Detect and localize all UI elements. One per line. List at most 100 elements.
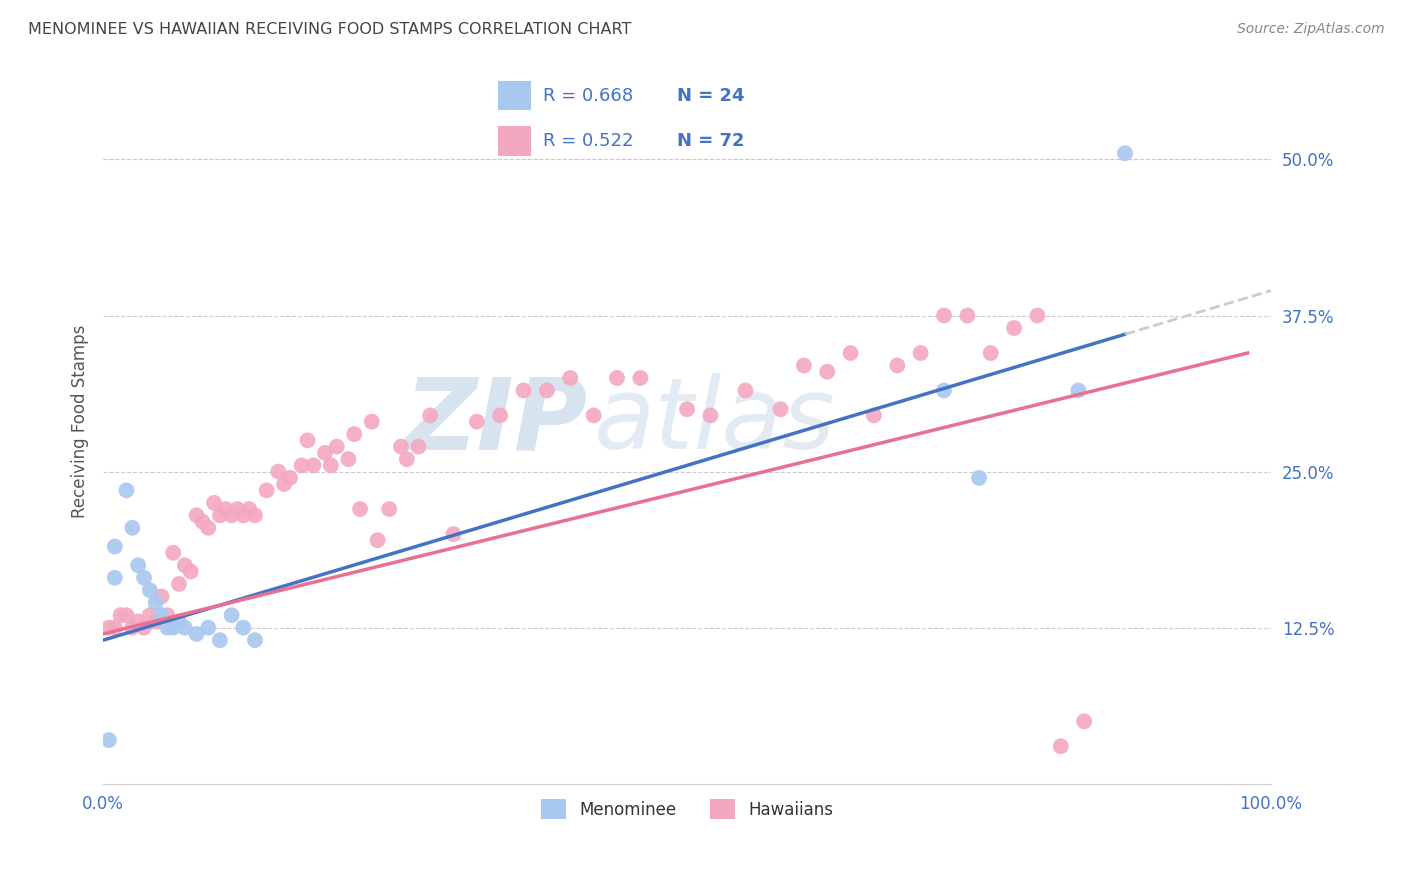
Point: [226, 502, 249, 516]
Point: [419, 409, 441, 423]
Point: [243, 633, 266, 648]
Point: [197, 521, 219, 535]
Point: [215, 502, 238, 516]
Point: [127, 558, 149, 573]
Point: [343, 427, 366, 442]
Point: [465, 415, 488, 429]
Point: [793, 359, 815, 373]
Point: [132, 571, 155, 585]
Point: [202, 496, 225, 510]
Point: [98, 733, 121, 747]
Point: [104, 540, 127, 554]
Point: [232, 508, 254, 523]
Point: [156, 621, 179, 635]
Point: [699, 409, 721, 423]
Point: [536, 384, 558, 398]
Point: [1067, 384, 1090, 398]
Point: [173, 621, 195, 635]
Point: [162, 621, 184, 635]
Legend: Menominee, Hawaiians: Menominee, Hawaiians: [534, 792, 839, 826]
Point: [769, 402, 792, 417]
Point: [560, 371, 582, 385]
Point: [1026, 309, 1049, 323]
Point: [489, 409, 512, 423]
Point: [395, 452, 418, 467]
Point: [980, 346, 1002, 360]
Point: [389, 440, 412, 454]
Point: [932, 309, 955, 323]
Point: [606, 371, 628, 385]
Point: [104, 571, 127, 585]
Text: atlas: atlas: [593, 373, 835, 470]
Point: [1073, 714, 1095, 729]
Point: [197, 621, 219, 635]
Point: [267, 465, 290, 479]
Point: [278, 471, 301, 485]
Point: [734, 384, 756, 398]
Point: [273, 477, 295, 491]
Point: [582, 409, 605, 423]
Point: [1114, 146, 1136, 161]
Point: [886, 359, 908, 373]
Point: [256, 483, 278, 498]
Point: [115, 608, 138, 623]
Point: [162, 546, 184, 560]
Point: [314, 446, 336, 460]
Point: [208, 633, 231, 648]
Point: [839, 346, 862, 360]
Point: [139, 583, 162, 598]
Point: [221, 608, 243, 623]
Point: [150, 590, 173, 604]
Point: [167, 615, 190, 629]
Point: [186, 508, 208, 523]
Point: [676, 402, 699, 417]
Point: [1002, 321, 1025, 335]
Point: [173, 558, 195, 573]
Point: [956, 309, 979, 323]
Point: [115, 483, 138, 498]
Text: MENOMINEE VS HAWAIIAN RECEIVING FOOD STAMPS CORRELATION CHART: MENOMINEE VS HAWAIIAN RECEIVING FOOD STA…: [28, 22, 631, 37]
Point: [104, 621, 127, 635]
Point: [863, 409, 886, 423]
Point: [221, 508, 243, 523]
Point: [302, 458, 325, 473]
Point: [1049, 739, 1071, 754]
Point: [232, 621, 254, 635]
Point: [319, 458, 342, 473]
Point: [360, 415, 382, 429]
Point: [150, 608, 173, 623]
Point: [145, 615, 167, 629]
Point: [349, 502, 371, 516]
Point: [628, 371, 651, 385]
Point: [139, 608, 162, 623]
Point: [512, 384, 534, 398]
Text: ZIP: ZIP: [405, 373, 588, 470]
Point: [243, 508, 266, 523]
Point: [191, 515, 214, 529]
Point: [208, 508, 231, 523]
Point: [291, 458, 314, 473]
Point: [815, 365, 838, 379]
Point: [367, 533, 389, 548]
Point: [910, 346, 932, 360]
Point: [297, 434, 319, 448]
Point: [145, 596, 167, 610]
Point: [156, 608, 179, 623]
Point: [110, 608, 132, 623]
Point: [132, 621, 155, 635]
Y-axis label: Receiving Food Stamps: Receiving Food Stamps: [72, 325, 89, 518]
Point: [127, 615, 149, 629]
Point: [238, 502, 260, 516]
Text: Source: ZipAtlas.com: Source: ZipAtlas.com: [1237, 22, 1385, 37]
Point: [337, 452, 360, 467]
Point: [932, 384, 955, 398]
Point: [98, 621, 121, 635]
Point: [378, 502, 401, 516]
Point: [325, 440, 347, 454]
Point: [121, 521, 143, 535]
Point: [121, 621, 143, 635]
Point: [967, 471, 990, 485]
Point: [180, 565, 202, 579]
Point: [408, 440, 430, 454]
Point: [443, 527, 465, 541]
